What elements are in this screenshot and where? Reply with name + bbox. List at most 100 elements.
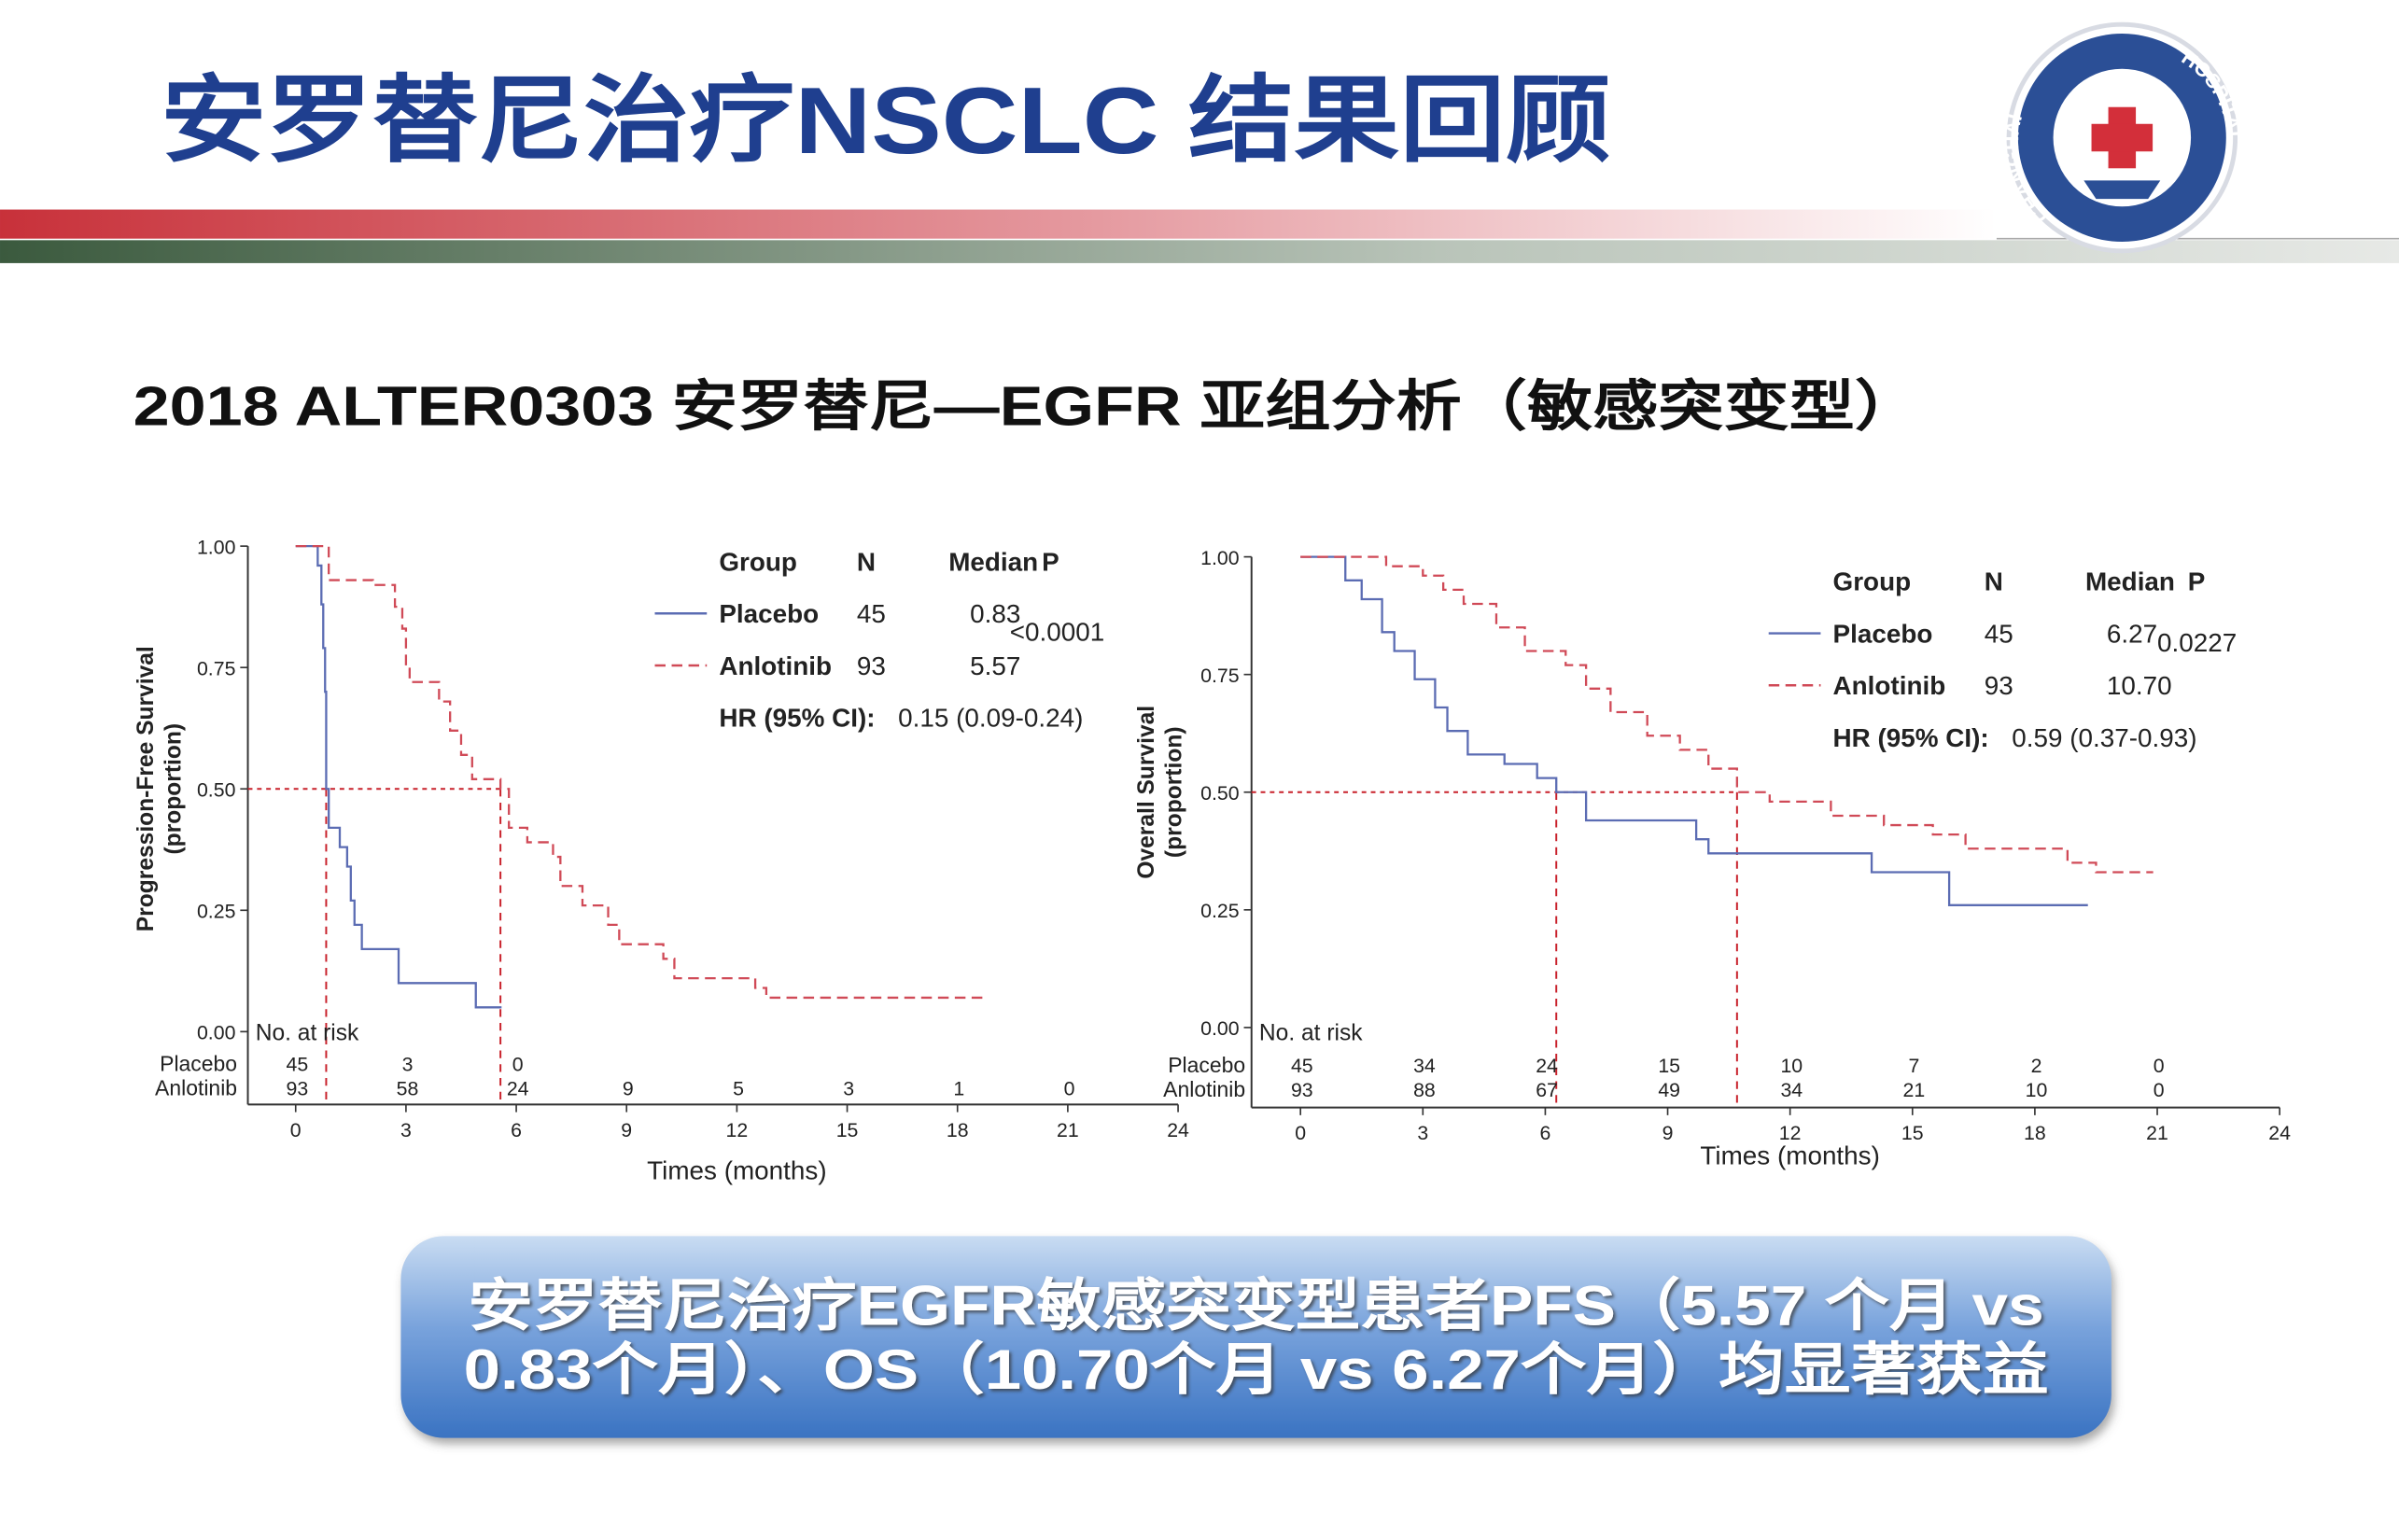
risk-group: Anlotinib <box>155 1076 237 1100</box>
risk-count: 7 <box>1908 1055 1919 1077</box>
x-tick-label: 6 <box>511 1119 522 1141</box>
x-tick-label: 15 <box>836 1119 859 1141</box>
x-tick-label: 24 <box>1167 1119 1189 1141</box>
risk-count: 24 <box>1536 1055 1558 1077</box>
risk-count: 0 <box>2153 1055 2165 1077</box>
x-axis-label: Times (months) <box>647 1156 826 1185</box>
legend-header: Group <box>1833 567 1912 596</box>
risk-count: 93 <box>1291 1079 1313 1101</box>
risk-count: 0 <box>1064 1078 1075 1100</box>
chart: 0.000.250.500.751.000 3 6 9 12 15 18 21 24Progre… <box>133 536 1189 1184</box>
x-tick-label: 21 <box>1057 1119 1079 1141</box>
y-axis-label: (proportion) <box>161 723 186 855</box>
y-tick-label: 0.75 <box>197 657 235 679</box>
p-value: <0.0001 <box>1010 618 1104 647</box>
risk-title: No. at risk <box>256 1021 359 1046</box>
risk-count: 21 <box>1903 1079 1926 1101</box>
legend-median: 6.27 <box>2107 619 2157 648</box>
legend-n: 93 <box>1985 671 2013 700</box>
y-axis-label: Progression-Free Survival <box>133 646 159 931</box>
legend-median: 0.83 <box>970 599 1020 628</box>
risk-title: No. at risk <box>1259 1021 1363 1046</box>
x-tick-label: 21 <box>2146 1122 2168 1144</box>
y-tick-label: 1.00 <box>1200 547 1240 569</box>
x-tick-label: 3 <box>400 1119 412 1141</box>
risk-count: 24 <box>507 1078 529 1100</box>
y-tick-label: 1.00 <box>197 536 236 558</box>
legend-label: Anlotinib <box>719 651 832 680</box>
risk-group: Placebo <box>1168 1053 1245 1077</box>
legend-label: Placebo <box>719 599 819 628</box>
legend-header: Median <box>948 547 1038 576</box>
risk-count: 5 <box>733 1078 744 1100</box>
risk-count: 49 <box>1658 1079 1680 1101</box>
risk-count: 58 <box>397 1078 419 1100</box>
callout-line: 0.83个月）、OS（10.70个月 vs 6.27个月）均显著获益 <box>464 1337 2049 1401</box>
header-bar-red <box>0 209 1997 239</box>
header-bar-green <box>0 240 2399 263</box>
x-tick-label: 18 <box>2024 1122 2046 1144</box>
x-tick-label: 9 <box>621 1119 632 1141</box>
callout-box <box>400 1236 2111 1438</box>
risk-count: 34 <box>1413 1055 1436 1077</box>
logo: CHANGHAI HOSPITAL <box>2000 21 2245 254</box>
risk-count: 3 <box>402 1053 414 1075</box>
risk-count: 3 <box>843 1078 854 1100</box>
logo-ship <box>2083 180 2161 200</box>
legend-header: N <box>1985 567 2003 596</box>
y-tick-label: 0.25 <box>197 900 235 922</box>
y-tick-label: 0.75 <box>1200 665 1239 687</box>
hr-value: 0.59 (0.37-0.93) <box>2012 723 2196 752</box>
legend-header: P <box>1042 547 1059 576</box>
y-tick-label: 0.00 <box>1200 1017 1240 1040</box>
risk-group: Placebo <box>160 1051 237 1075</box>
risk-count: 15 <box>1658 1055 1680 1077</box>
risk-count: 0 <box>2153 1079 2165 1101</box>
risk-count: 34 <box>1780 1079 1803 1101</box>
risk-count: 45 <box>287 1053 309 1075</box>
legend-label: Placebo <box>1833 619 1933 648</box>
x-tick-label: 3 <box>1417 1122 1428 1144</box>
hr-value: 0.15 (0.09-0.24) <box>898 704 1083 733</box>
legend-header: Group <box>719 547 797 576</box>
y-tick-label: 0.25 <box>1200 900 1239 922</box>
risk-count: 2 <box>2031 1055 2042 1077</box>
y-tick-label: 0.50 <box>1200 782 1240 805</box>
x-tick-label: 12 <box>726 1119 749 1141</box>
legend-n: 45 <box>857 599 886 628</box>
survival-curve <box>1300 555 2153 874</box>
x-tick-label: 15 <box>1901 1122 1924 1144</box>
x-tick-label: 24 <box>2268 1122 2291 1144</box>
survival-curve <box>295 544 984 1000</box>
risk-count: 67 <box>1536 1079 1558 1101</box>
hr-label: HR (95% CI): <box>1833 723 1989 752</box>
survival-curve <box>295 544 502 1009</box>
x-axis-label: Times (months) <box>1700 1141 1879 1169</box>
risk-count: 1 <box>953 1078 964 1100</box>
x-tick-label: 18 <box>947 1119 969 1141</box>
charts: 0.000.250.500.751.000 3 6 9 12 15 18 21 24Progre… <box>133 536 2291 1184</box>
chart: 0.00 0.25 0.50 0.75 1.00 0 3 6 9 12 15 18 21 24 Overal… <box>1134 547 2291 1169</box>
risk-count: 88 <box>1413 1079 1436 1101</box>
legend-median: 10.70 <box>2107 671 2172 700</box>
x-tick-label: 12 <box>1779 1122 1802 1144</box>
y-axis-label: Overall Survival <box>1134 706 1159 879</box>
logo-cross <box>2091 123 2153 152</box>
risk-count: 9 <box>623 1078 634 1100</box>
risk-group: Anlotinib <box>1163 1077 1245 1101</box>
risk-count: 45 <box>1291 1055 1313 1077</box>
p-value: 0.0227 <box>2157 628 2237 657</box>
legend-header: Median <box>2085 567 2175 596</box>
legend-n: 45 <box>1985 619 2013 648</box>
risk-count: 10 <box>2026 1079 2048 1101</box>
risk-count: 93 <box>287 1078 309 1100</box>
legend-label: Anlotinib <box>1833 671 1946 700</box>
legend-header: P <box>2188 567 2206 596</box>
subtitle: 2018 ALTER0303 安罗替尼—EGFR 亚组分析（敏感突变型） <box>133 376 1920 438</box>
hr-label: HR (95% CI): <box>719 704 875 733</box>
risk-count: 0 <box>512 1053 524 1075</box>
y-axis-label: (proportion) <box>1161 726 1186 858</box>
y-tick-label: 0.00 <box>197 1022 236 1044</box>
